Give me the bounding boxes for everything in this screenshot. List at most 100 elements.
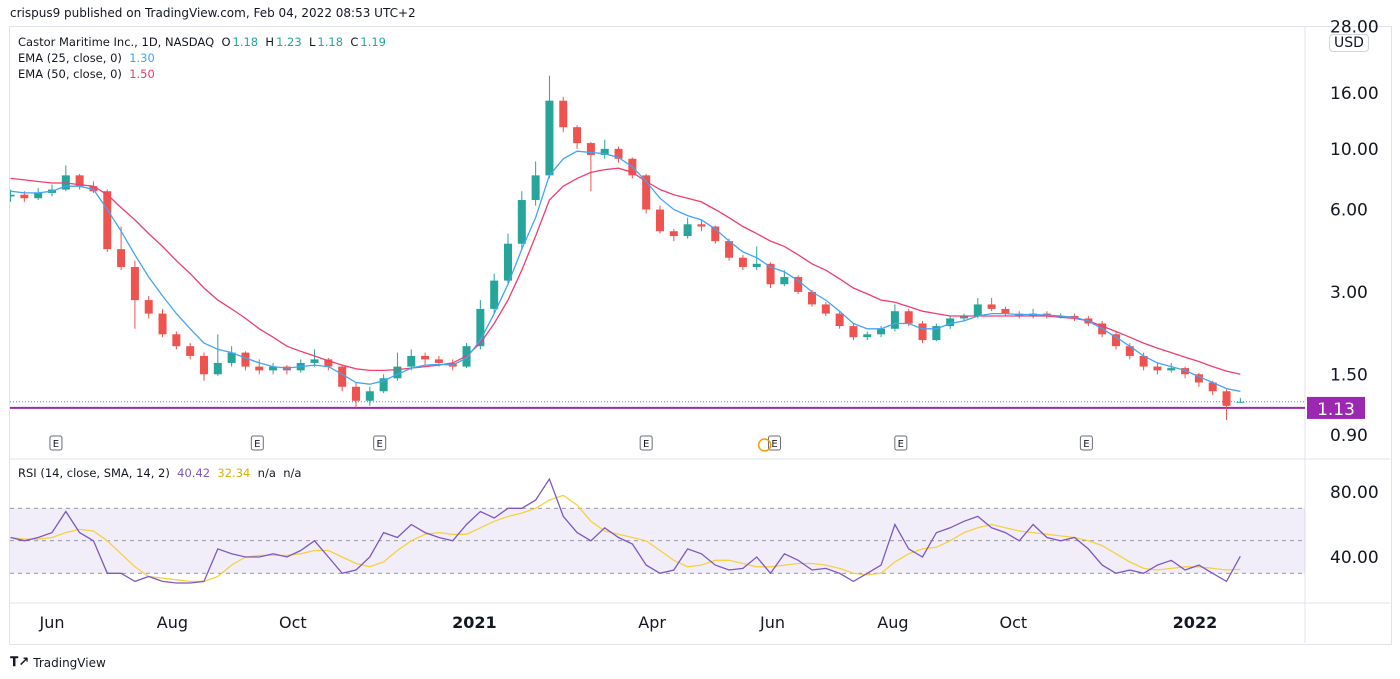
time-tick-label: Aug [877,613,908,632]
earnings-marker [49,435,63,451]
high-value: 1.23 [276,35,302,49]
close-value: 1.19 [360,35,386,49]
candle-body [338,366,347,387]
rsi-value: 40.42 [177,466,211,480]
candle-body [849,326,858,338]
candle-body [407,355,416,367]
candle-body [573,127,582,144]
candle-body [932,326,941,341]
footer-brand[interactable]: 𝐓↗ TradingView [10,655,106,670]
earnings-marker [767,435,781,451]
earnings-marker-label: E [1083,439,1089,450]
price-tick-label: 28.00 [1330,18,1379,38]
candle-body [904,311,913,324]
price-tick-label: 6.00 [1330,201,1368,221]
rsi-tick-label: 40.00 [1330,548,1379,568]
candle-body [103,191,112,250]
candle-body [1001,308,1010,314]
rsi-label: RSI (14, close, SMA, 14, 2) [18,466,170,480]
candle-body [669,231,678,237]
candle-body [863,334,872,338]
candle-body [379,378,388,392]
candle-body [117,249,126,267]
hline-price-label: 1.13 [1317,400,1355,420]
ema50-label: EMA (50, close, 0) [18,67,122,81]
brand-name: TradingView [33,655,106,670]
ema50-legend-row[interactable]: EMA (50, close, 0) 1.50 [18,66,386,82]
candle-body [987,304,996,309]
candle-body [559,100,568,128]
hline-price-badge [1307,396,1365,419]
earnings-marker [639,435,653,451]
ema25-line [10,150,1241,392]
candle-body [75,175,84,187]
candle-body [766,263,775,285]
candle-body [545,100,554,176]
candle-body [393,366,402,379]
candle-body [890,311,899,329]
candle-body [1139,355,1148,367]
candle-body [918,323,927,341]
candle-body [1153,366,1162,371]
time-tick-label: Apr [638,613,666,632]
candle-body [1222,391,1231,406]
low-label: L [309,35,316,49]
candle-body [144,300,153,314]
ema25-legend-row[interactable]: EMA (25, close, 0) 1.30 [18,50,386,66]
rsi-line [10,477,1241,584]
earnings-marker [1079,435,1093,451]
candle-body [807,291,816,305]
candle-body [600,148,609,155]
candle-body [1208,382,1217,392]
earnings-marker-label: E [898,439,904,450]
earnings-marker [894,435,908,451]
main-legend: Castor Maritime Inc., 1D, NASDAQ O 1.18 H… [18,34,386,82]
symbol-legend-row: Castor Maritime Inc., 1D, NASDAQ O 1.18 H… [18,34,386,50]
time-tick-label: Oct [1000,613,1028,632]
candle-body [213,362,222,375]
tradingview-logo-icon: 𝐓↗ [10,655,30,670]
rsi-legend[interactable]: RSI (14, close, SMA, 14, 2) 40.42 32.34 … [18,466,301,480]
candle-body [1125,346,1134,356]
candle-body [434,359,443,363]
currency-button[interactable]: USD [1329,34,1369,52]
time-tick-label: Oct [279,613,307,632]
na-value: n/a [257,466,276,480]
candle-body [89,186,98,192]
candle-body [241,352,250,367]
price-tick-label: 10.00 [1330,140,1379,160]
symbol-name[interactable]: Castor Maritime Inc., 1D, NASDAQ [18,35,215,49]
candle-body [476,308,485,347]
ema25-value: 1.30 [129,51,155,65]
earnings-marker-label: E [254,439,260,450]
candle-body [34,192,43,199]
time-tick-label: Jun [39,613,65,632]
chart-frame [9,26,1392,645]
candle-body [421,355,430,360]
high-label: H [265,35,275,49]
ema50-line [10,167,1241,375]
price-tick-label: 3.00 [1330,283,1368,303]
price-tick-label: 1.50 [1330,365,1368,385]
ema50-value: 1.50 [129,67,155,81]
candle-body [946,318,955,327]
candle-body [973,304,982,316]
candle-body [1167,368,1176,371]
na-value: n/a [283,466,302,480]
candle-body [821,304,830,314]
published-caption: crispus9 published on TradingView.com, F… [10,6,416,20]
candle-body [186,346,195,356]
candle-body [655,209,664,232]
dividend-marker-icon [757,438,772,452]
candle-body [227,352,236,363]
candle-body [199,355,208,375]
open-label: O [221,35,231,49]
low-value: 1.18 [317,35,344,49]
price-tick-label: 16.00 [1330,84,1379,104]
candle-body [794,277,803,292]
candle-body [683,224,692,237]
candle-body [752,263,761,267]
candle-body [490,280,499,309]
time-tick-label: Aug [157,613,188,632]
